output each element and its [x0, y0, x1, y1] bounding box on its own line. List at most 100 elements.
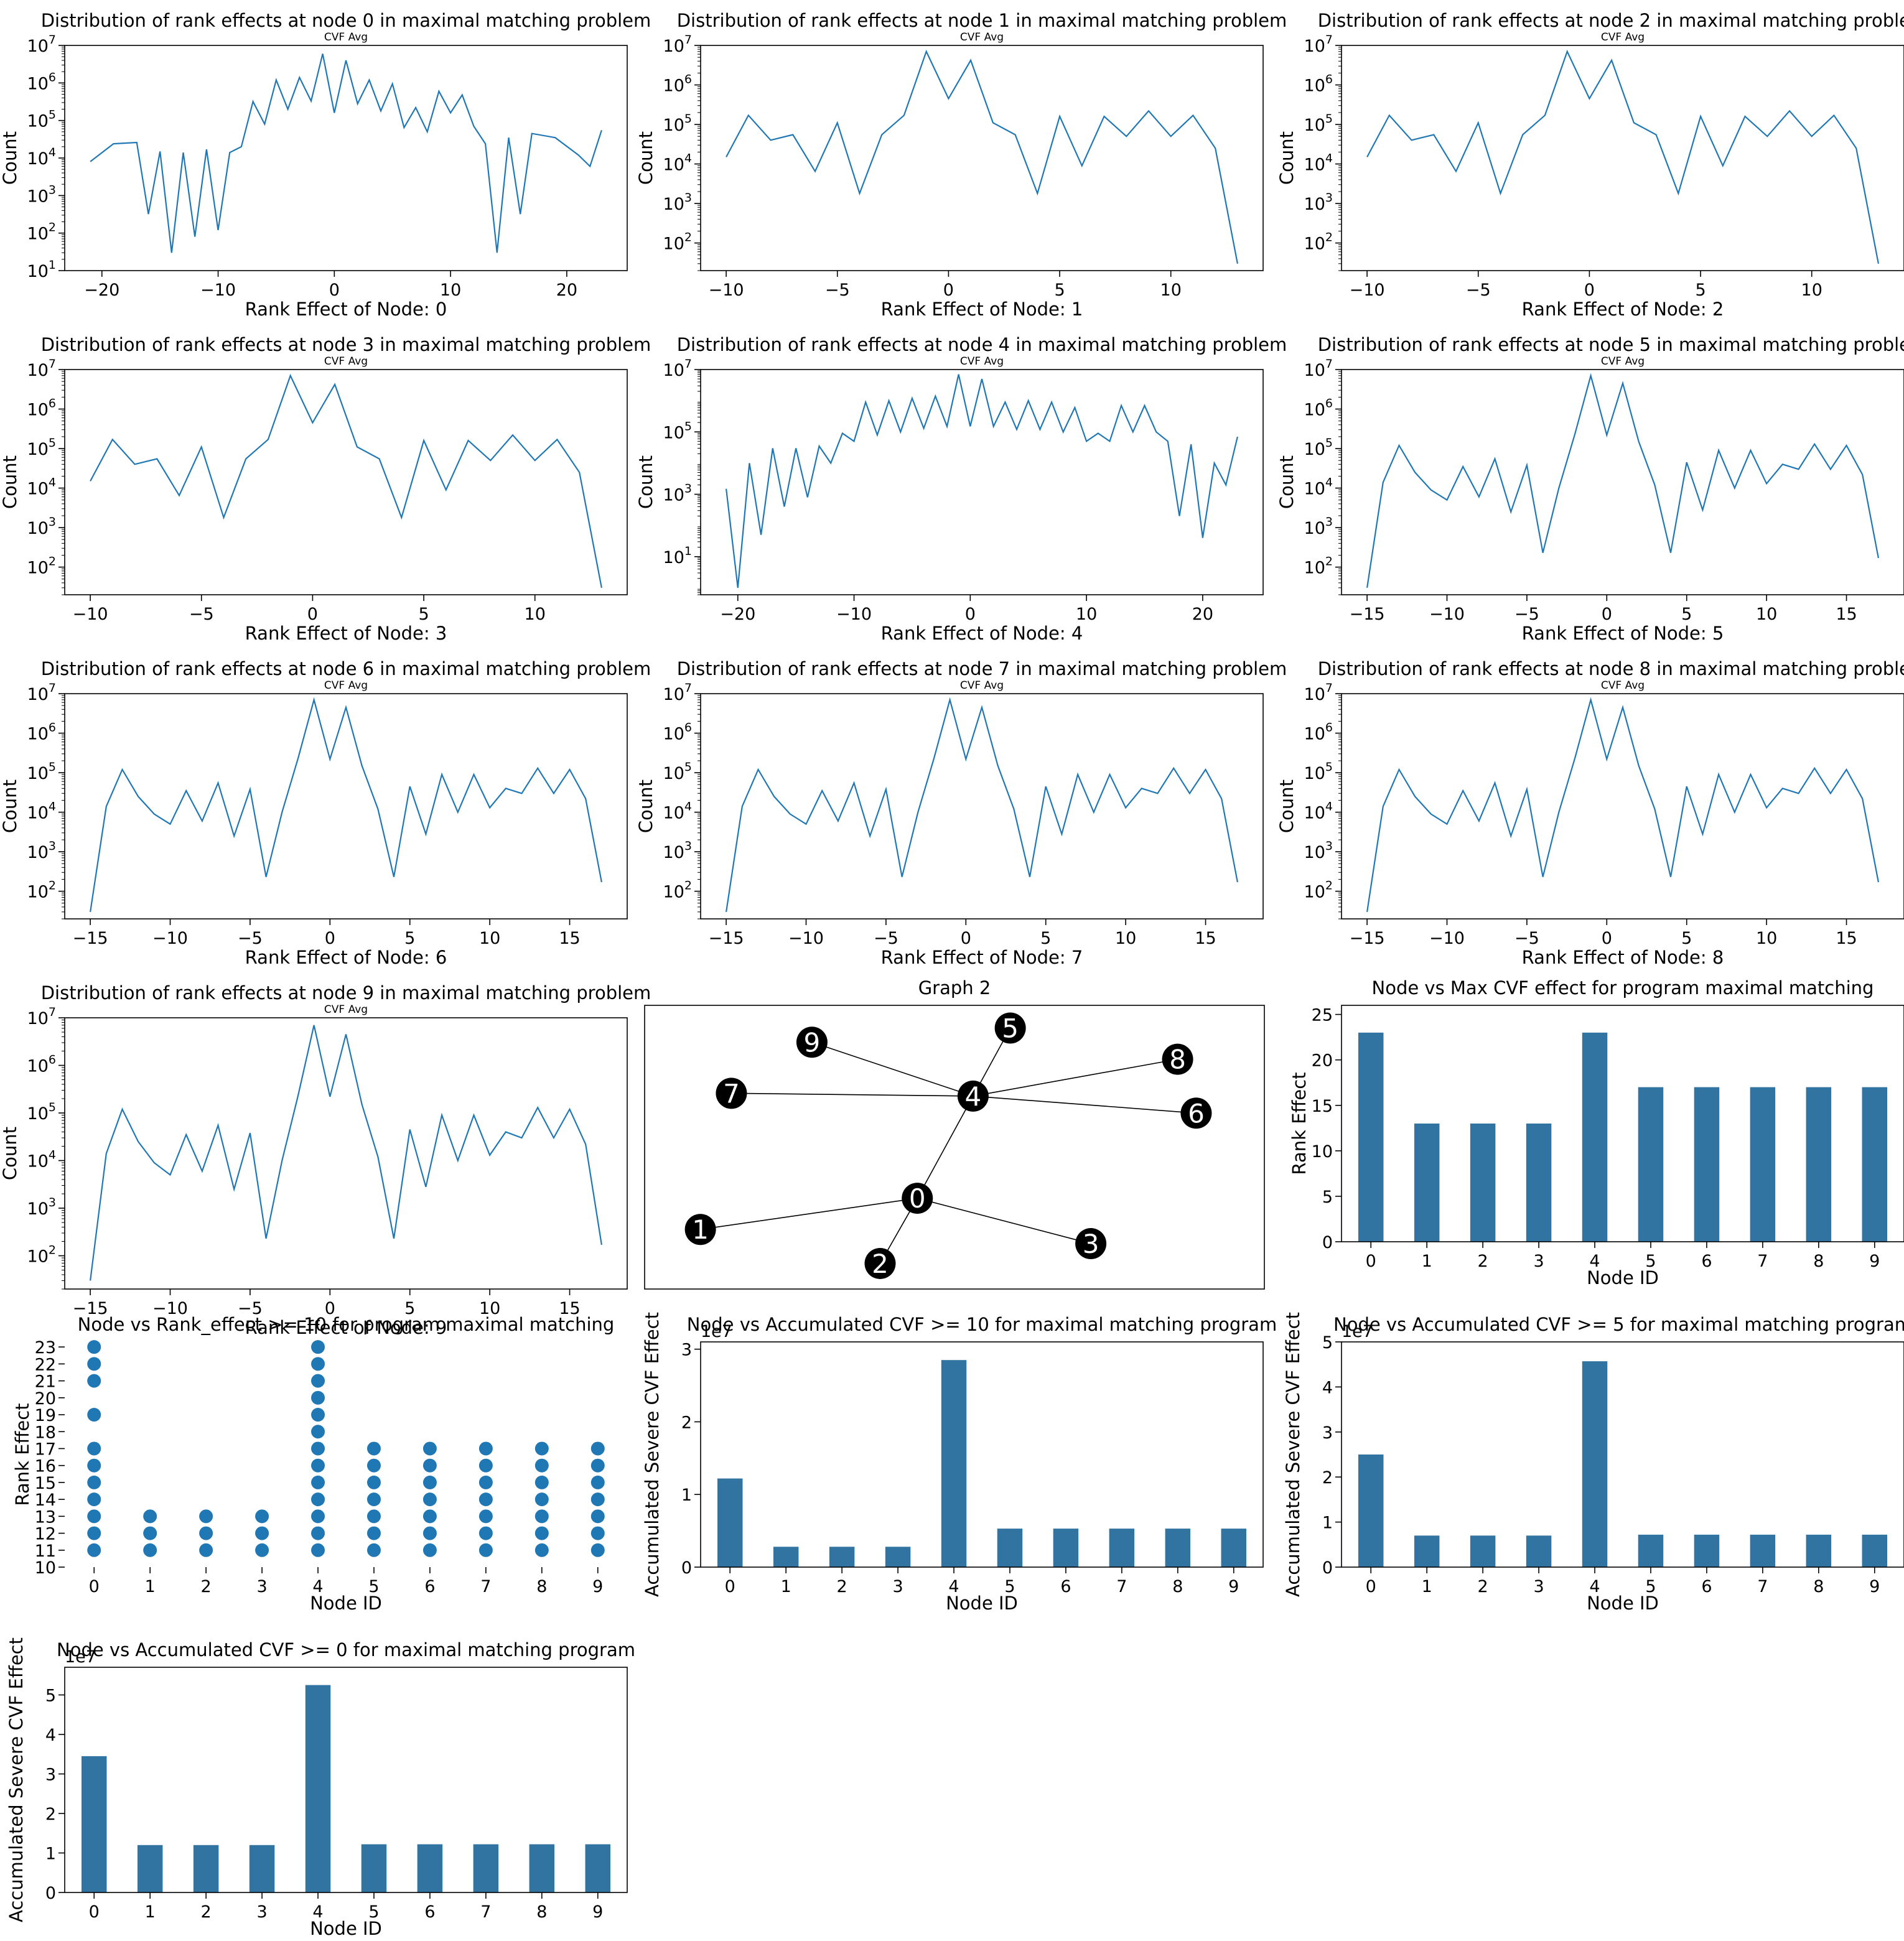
y-tick-label: 2 [45, 1805, 56, 1824]
scatter-point [590, 1458, 605, 1473]
scatter-point [87, 1408, 101, 1422]
axes-frame [64, 45, 628, 271]
axes-frame [700, 45, 1264, 271]
y-tick-label: 14 [35, 1491, 56, 1510]
chart-subtitle: CVF Avg [1601, 679, 1645, 692]
bar [529, 1844, 555, 1892]
x-tick-label: 10 [1076, 605, 1097, 624]
y-tick-label: 102 [27, 555, 56, 578]
subplot-4: 101 103 105 107 −20 −10 0 10 20 Distribution of r… [635, 334, 1287, 644]
graph-edge [973, 1096, 1197, 1114]
x-axis-label: Rank Effect of Node: 6 [245, 947, 447, 968]
subplot-5: 102 103 104 105 106 107 −15 −10 −5 0 5 10 15 Distribu… [1276, 334, 1904, 644]
y-tick-label: 106 [663, 73, 692, 96]
y-tick-label: 12 [35, 1525, 56, 1544]
bar [1414, 1124, 1440, 1242]
bar [1470, 1535, 1496, 1567]
x-tick-label: 0 [1366, 1577, 1376, 1596]
x-tick-label: −5 [874, 929, 898, 948]
chart-subtitle: CVF Avg [324, 31, 368, 44]
scatter-point [534, 1526, 549, 1540]
x-tick-label: 5 [1040, 929, 1051, 948]
x-tick-label: 20 [556, 281, 577, 300]
axes-frame [700, 693, 1264, 919]
y-tick-label: 106 [27, 70, 56, 93]
chart-title: Distribution of rank effects at node 9 i… [41, 982, 651, 1003]
y-axis-label: Count [0, 780, 21, 833]
scatter-point [87, 1492, 101, 1507]
scatter-point [478, 1492, 493, 1507]
scatter-point [87, 1458, 101, 1473]
x-axis-label: Rank Effect of Node: 3 [245, 623, 447, 644]
scatter-point [534, 1509, 549, 1524]
y-tick-label: 10 [1312, 1142, 1333, 1161]
scatter-point [311, 1475, 325, 1489]
scatter-point [311, 1526, 325, 1540]
axes-frame [1341, 693, 1904, 919]
y-axis-label: Count [635, 455, 656, 509]
graph-edge [700, 1198, 918, 1231]
scatter-point [366, 1475, 381, 1489]
x-tick-label: 5 [1681, 605, 1692, 624]
x-tick-label: 10 [1160, 281, 1182, 300]
bar [585, 1844, 611, 1892]
x-tick-label: 5 [1681, 929, 1692, 948]
y-tick-label: 105 [663, 419, 692, 442]
x-tick-label: 8 [536, 1577, 547, 1596]
bar [1862, 1534, 1888, 1567]
scatter-point [590, 1492, 605, 1507]
scatter-point [366, 1458, 381, 1473]
x-tick-label: 0 [329, 281, 340, 300]
x-tick-label: 5 [404, 929, 415, 948]
x-tick-label: 15 [1195, 929, 1216, 948]
x-tick-label: 3 [256, 1902, 267, 1922]
x-tick-label: 5 [1695, 281, 1706, 300]
graph-node-label: 8 [1169, 1045, 1186, 1075]
scatter-point [366, 1492, 381, 1507]
scatter-point [590, 1441, 605, 1456]
x-tick-label: 10 [1756, 929, 1777, 948]
bar [1582, 1361, 1608, 1567]
bar [81, 1756, 107, 1892]
series-line [90, 697, 602, 912]
bar [1358, 1455, 1384, 1567]
series-line [90, 1025, 602, 1281]
y-tick-label: 1 [681, 1486, 692, 1505]
scatter-point [478, 1475, 493, 1489]
bar [1470, 1124, 1496, 1242]
subplot-8: 102 103 104 105 106 107 −15 −10 −5 0 5 10 15 Distribu… [1276, 658, 1904, 968]
bar [1862, 1087, 1888, 1242]
x-tick-label: 20 [1192, 605, 1213, 624]
x-tick-label: 15 [559, 929, 580, 948]
y-offset-label: 1e7 [701, 1322, 732, 1341]
series-line [726, 49, 1238, 264]
subplot-10: Graph 2 0 1 2 3 4 5 6 7 8 9 [644, 977, 1265, 1290]
axes-frame [1341, 369, 1904, 595]
graph-edge [917, 1096, 974, 1199]
y-tick-label: 102 [1304, 231, 1333, 254]
x-tick-label: 7 [1116, 1577, 1127, 1596]
x-axis-label: Node ID [310, 1593, 382, 1614]
x-tick-label: 2 [201, 1902, 212, 1922]
y-tick-label: 3 [1322, 1423, 1333, 1443]
graph-node [796, 1026, 828, 1058]
x-tick-label: −15 [73, 1299, 108, 1318]
y-tick-label: 107 [27, 357, 56, 380]
y-tick-label: 15 [1312, 1097, 1333, 1116]
scatter-point [366, 1526, 381, 1540]
bar [1358, 1032, 1384, 1242]
x-tick-label: −20 [720, 605, 755, 624]
y-tick-label: 22 [35, 1355, 56, 1374]
y-tick-label: 1 [1322, 1514, 1333, 1533]
subplot-0: 101 102 103 104 105 106 107 −20 −10 0 10 20 Distribu… [0, 10, 651, 320]
y-tick-label: 1 [45, 1844, 56, 1863]
x-tick-label: 0 [89, 1577, 100, 1596]
x-tick-label: −10 [1350, 281, 1385, 300]
y-axis-label: Accumulated Severe CVF Effect [1282, 1312, 1304, 1597]
scatter-point [422, 1543, 437, 1557]
x-tick-label: 10 [479, 929, 500, 948]
x-tick-label: 0 [89, 1902, 100, 1922]
x-tick-label: 5 [404, 1299, 415, 1318]
